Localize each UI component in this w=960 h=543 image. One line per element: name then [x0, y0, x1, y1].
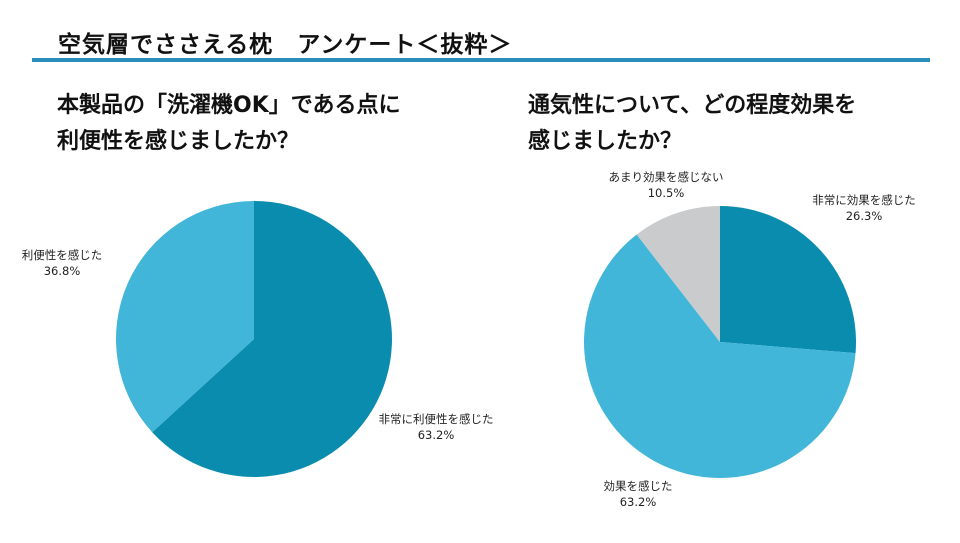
pie-1-slice-1-label: 非常に利便性を感じた	[379, 412, 494, 426]
page-title: 空気層でささえる枕 アンケート＜抜粋＞	[58, 32, 513, 58]
pie-2-slice-3-label: あまり効果を感じない	[609, 170, 724, 184]
pie-2-slice-3	[636, 206, 720, 342]
question-1-line-1: 本製品の「洗濯機OK」である点に	[57, 93, 401, 118]
pie-2-slice-2-value: 63.2%	[620, 495, 657, 509]
pie-2-slice-2	[584, 234, 856, 478]
question-2-line-1: 通気性について、どの程度効果を	[528, 93, 857, 118]
pie-1-slice-2-value: 36.8%	[44, 264, 81, 278]
question-1-line-2: 利便性を感じましたか？	[57, 129, 300, 154]
pie-1-slice-1	[152, 201, 392, 477]
question-2-line-2: 感じましたか？	[528, 129, 683, 154]
pie-2-slice-1-label: 非常に効果を感じた	[812, 193, 916, 207]
pie-1-slice-2	[116, 201, 254, 433]
question-1: 本製品の「洗濯機OK」である点に 利便性を感じましたか？	[57, 88, 401, 160]
pie-2-slice-3-value: 10.5%	[648, 186, 685, 200]
pie-2-slice-2-label: 効果を感じた	[604, 479, 673, 493]
pie-1-slice-2-label: 利便性を感じた	[22, 248, 103, 262]
pie-2-slice-1-value: 26.3%	[846, 209, 883, 223]
pie-2-slice-1	[720, 206, 856, 354]
pie-1-slice-1-value: 63.2%	[418, 428, 455, 442]
header-divider	[32, 58, 930, 62]
question-2: 通気性について、どの程度効果を 感じましたか？	[528, 88, 856, 160]
